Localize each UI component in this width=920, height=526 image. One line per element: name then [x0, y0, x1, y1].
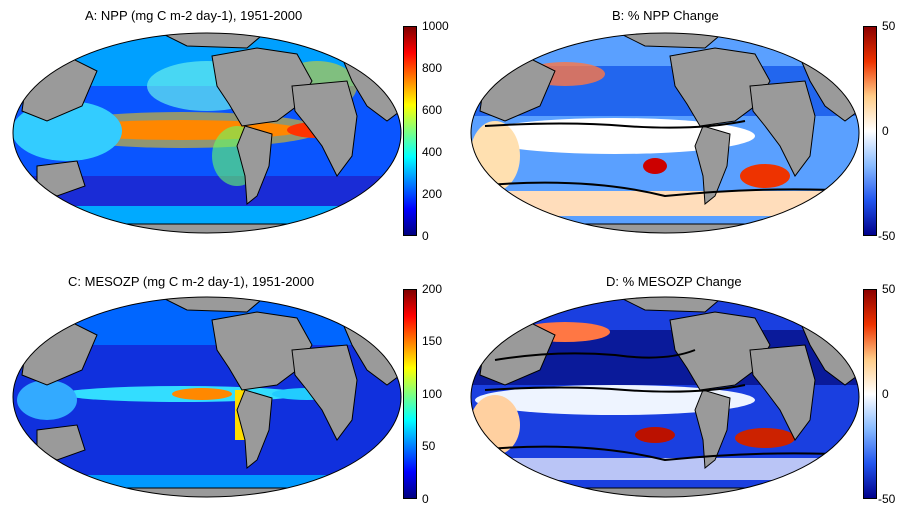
panel-b: B: % NPP Change 50 0 -50: [460, 0, 920, 263]
panel-c-tick: 0: [422, 492, 429, 506]
panel-a-tick: 800: [422, 61, 443, 75]
panel-d: D: % MESOZP Change 50 0 -50: [460, 263, 920, 526]
panel-a-tick: 200: [422, 187, 443, 201]
panel-a-tick: 1000: [422, 19, 449, 33]
panel-a-colorbar: [403, 26, 417, 236]
panel-a: A: NPP (mg C m-2 day-1), 1951-2000: [0, 0, 460, 263]
panel-d-tick: -50: [878, 492, 896, 506]
panel-c-tick: 100: [422, 387, 443, 401]
panel-c-tick: 200: [422, 282, 443, 296]
panel-c-tick: 150: [422, 334, 443, 348]
panel-b-tick: -50: [878, 229, 896, 243]
panel-c-colorbar: [403, 289, 417, 499]
panel-b-map: [470, 32, 860, 234]
panel-c: C: MESOZP (mg C m-2 day-1), 1951-2000 20…: [0, 263, 460, 526]
panel-a-map: [12, 32, 402, 234]
panel-b-tick: 50: [882, 19, 896, 33]
panel-d-colorbar: [863, 289, 877, 499]
panel-a-tick: 0: [422, 229, 429, 243]
panel-a-title: A: NPP (mg C m-2 day-1), 1951-2000: [85, 8, 303, 23]
panel-d-tick: 0: [882, 387, 889, 401]
panel-b-tick: 0: [882, 124, 889, 138]
panel-a-tick: 600: [422, 103, 443, 117]
panel-b-title: B: % NPP Change: [612, 8, 719, 23]
panel-c-title: C: MESOZP (mg C m-2 day-1), 1951-2000: [68, 274, 315, 289]
panel-b-colorbar: [863, 26, 877, 236]
panel-d-map: [470, 296, 860, 498]
panel-c-tick: 50: [422, 439, 436, 453]
panel-a-tick: 400: [422, 145, 443, 159]
panel-d-tick: 50: [882, 282, 896, 296]
panel-c-map: [12, 296, 402, 498]
panel-d-title: D: % MESOZP Change: [606, 274, 742, 289]
